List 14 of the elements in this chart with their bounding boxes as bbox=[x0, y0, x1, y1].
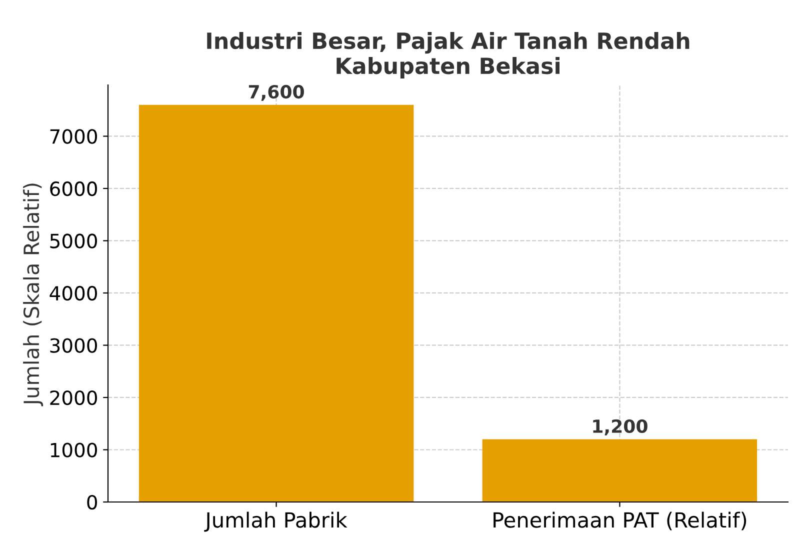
data-label: 1,200 bbox=[593, 419, 648, 436]
data-label: 7,600 bbox=[248, 84, 304, 101]
chart-title: Industri Besar, Pajak Air Tanah Rendah Kabupaten Bekasi bbox=[207, 32, 690, 79]
y-tick-label: 1000 bbox=[50, 442, 97, 458]
y-tick-label: 6000 bbox=[50, 181, 97, 196]
y-tick-label: 3000 bbox=[50, 338, 97, 353]
y-tick-label: 2000 bbox=[50, 390, 97, 406]
y-tick-label: 5000 bbox=[50, 234, 97, 248]
y-axis-title: Jumlah (Skala Relatif) bbox=[23, 184, 44, 406]
y-tick-label: 4000 bbox=[50, 286, 97, 301]
y-tick-label: 0 bbox=[87, 494, 97, 510]
y-tick-label: 7000 bbox=[50, 129, 97, 144]
x-tick-label: Penerimaan PAT (Relatif) bbox=[494, 512, 746, 530]
x-tick-label: Jumlah Pabrik bbox=[204, 512, 348, 532]
